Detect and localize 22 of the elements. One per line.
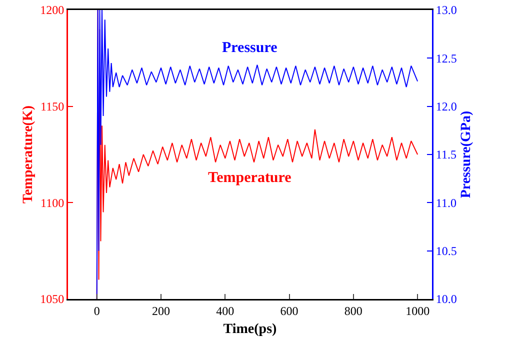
x-tick-label: 800 [344, 304, 362, 318]
x-tick-label: 0 [94, 304, 100, 318]
y2-tick-label: 11.0 [436, 196, 456, 210]
y2-axis-title: Pressure(GPa) [458, 110, 474, 198]
y-tick-label: 1100 [40, 196, 64, 210]
y-tick-label: 1150 [40, 100, 64, 114]
x-tick-label: 200 [152, 304, 170, 318]
y-axis-title: Temperature(K) [20, 105, 36, 204]
y-tick-label: 1050 [40, 292, 64, 306]
x-tick-label: 1000 [406, 304, 430, 318]
x-axis-title: Time(ps) [223, 322, 278, 337]
y2-tick-label: 12.5 [436, 51, 457, 66]
y2-tick-label: 11.5 [436, 148, 456, 162]
y2-tick-label: 13.0 [436, 3, 457, 18]
y2-tick-label: 10.0 [436, 292, 457, 306]
y2-tick-label: 10.5 [436, 244, 457, 258]
y2-tick-label: 12.0 [436, 100, 457, 114]
x-tick-label: 400 [216, 304, 234, 318]
x-tick-label: 600 [280, 304, 298, 318]
series-label: Temperature [208, 170, 292, 186]
series-label: Pressure [222, 40, 278, 56]
y-tick-label: 1200 [40, 3, 64, 18]
